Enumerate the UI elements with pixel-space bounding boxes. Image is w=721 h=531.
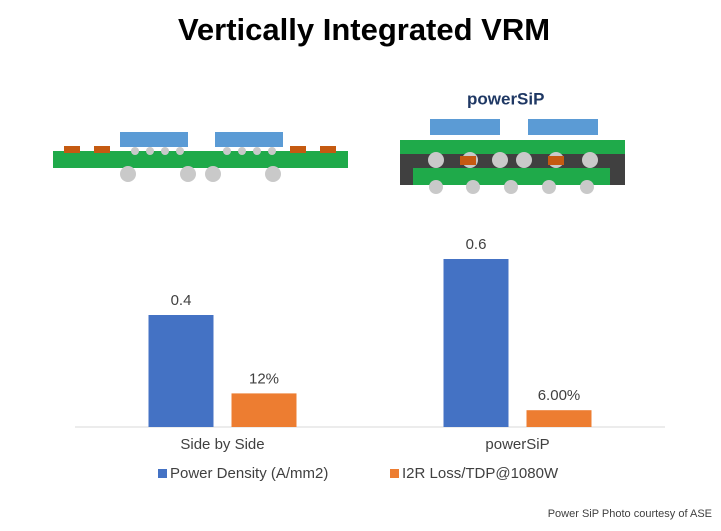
data-label: 6.00% <box>538 387 581 404</box>
legend-label: Power Density (A/mm2) <box>170 465 328 482</box>
legend-swatch <box>390 469 399 478</box>
data-label: 12% <box>249 370 279 387</box>
x-tick-label: powerSiP <box>485 436 549 453</box>
data-label: 0.4 <box>171 292 192 309</box>
credit: Power SiP Photo courtesy of ASE <box>548 508 712 520</box>
legend-swatch <box>158 469 167 478</box>
bar <box>443 259 509 427</box>
side-by-side-illustration <box>53 132 348 182</box>
bar <box>526 410 592 427</box>
bar <box>231 393 297 427</box>
logo: powerSiP <box>467 89 544 108</box>
bar <box>148 315 214 427</box>
data-label: 0.6 <box>466 236 487 253</box>
slide-title: Vertically Integrated VRM <box>178 12 550 47</box>
x-tick-label: Side by Side <box>180 436 264 453</box>
legend-label: I2R Loss/TDP@1080W <box>402 465 559 482</box>
powersip-illustration <box>400 119 625 194</box>
